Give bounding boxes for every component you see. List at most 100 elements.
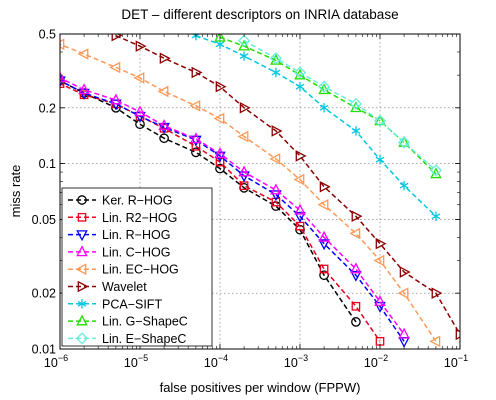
legend-label: Wavelet: [102, 280, 147, 294]
legend-label: PCA−SIFT: [102, 297, 162, 311]
data-point: [271, 67, 281, 78]
data-point: [269, 153, 281, 165]
x-tick-label: 10−5: [124, 353, 148, 370]
legend-box: [61, 187, 213, 347]
data-point: [295, 81, 305, 92]
series-9: [237, 34, 443, 177]
data-point: [134, 105, 146, 117]
data-point: [431, 211, 441, 221]
series-line: [60, 82, 381, 342]
series-line: [60, 43, 437, 342]
data-point: [375, 154, 385, 165]
data-point: [32, 61, 40, 69]
legend-entry: Lin. EC−HOG: [68, 263, 179, 277]
ticks: [59, 33, 461, 350]
legend-label: Lin. E−ShapeC: [102, 332, 186, 346]
y-tick-label: 0.02: [32, 287, 56, 301]
data-point: [349, 227, 361, 240]
data-point: [78, 83, 90, 95]
series-group: [31, 34, 460, 348]
x-tick-label: 10−2: [364, 353, 388, 370]
y-tick-label: 0.2: [39, 101, 56, 115]
data-point: [429, 335, 441, 348]
data-point: [31, 62, 40, 71]
data-point: [191, 147, 201, 158]
legend-entry: Lin. C−HOG: [68, 245, 170, 259]
data-point: [190, 132, 202, 144]
data-point: [133, 72, 145, 84]
y-axis-label: miss rate: [8, 165, 23, 218]
data-point: [319, 180, 331, 193]
data-point: [398, 327, 410, 339]
legend-label: Lin. R−HOG: [102, 228, 170, 242]
data-point: [351, 301, 361, 311]
x-tick-label: 10−1: [444, 353, 468, 370]
legend-label: Ker. R−HOG: [102, 194, 173, 208]
data-point: [319, 103, 329, 113]
x-axis-label: false positives per window (FPPW): [160, 380, 361, 395]
data-point: [214, 34, 226, 42]
data-point: [397, 287, 409, 299]
legend-entry: PCA−SIFT: [68, 297, 162, 311]
data-point: [77, 48, 89, 60]
data-point: [295, 150, 307, 162]
legend-entry: Ker. R−HOG: [68, 194, 173, 208]
data-point: [158, 122, 170, 134]
legend-marker: [76, 314, 88, 326]
data-point: [294, 203, 306, 215]
series-6: [111, 34, 460, 341]
data-point: [399, 266, 411, 278]
data-point: [60, 71, 66, 83]
data-point: [157, 85, 169, 98]
data-point: [293, 66, 307, 79]
data-point: [189, 100, 201, 112]
data-point: [429, 164, 443, 177]
data-point: [397, 136, 411, 149]
data-point: [270, 190, 282, 202]
data-point: [318, 230, 330, 242]
legend-label: Lin. C−HOG: [102, 245, 170, 259]
legend-marker: [76, 230, 88, 242]
legend-label: Lin. R2−HOG: [102, 211, 177, 225]
data-point: [375, 237, 387, 250]
data-point: [110, 99, 122, 111]
data-point: [237, 130, 249, 143]
data-point: [60, 38, 65, 51]
data-point: [349, 97, 363, 110]
legend-marker: [77, 280, 89, 293]
data-point: [293, 173, 305, 186]
data-point: [214, 151, 226, 163]
data-point: [159, 52, 171, 65]
data-point: [238, 39, 250, 51]
legend-entry: Lin. E−ShapeC: [68, 332, 186, 346]
data-point: [399, 180, 409, 191]
series-line: [195, 34, 437, 217]
data-point: [319, 264, 329, 274]
series-5: [60, 38, 441, 348]
series-line: [243, 40, 437, 171]
data-point: [351, 126, 361, 136]
legend-marker: [77, 299, 87, 309]
data-point: [158, 119, 170, 131]
data-point: [31, 66, 40, 75]
series-4: [31, 62, 410, 339]
data-point: [109, 61, 121, 74]
data-point: [351, 210, 363, 223]
data-point: [318, 239, 330, 251]
legend: Ker. R−HOG Lin. R2−HOG Lin. R−HOG Lin. C−HO…: [61, 187, 213, 347]
data-point: [269, 52, 283, 65]
legend-entry: Lin. R−HOG: [68, 228, 170, 242]
data-point: [270, 183, 282, 195]
chart-title: DET – different descriptors on INRIA dat…: [121, 7, 398, 22]
data-point: [111, 34, 123, 42]
x-tick-label: 10−4: [204, 353, 228, 370]
data-point: [351, 317, 361, 327]
series-line: [60, 79, 405, 342]
data-point: [350, 270, 362, 282]
x-tick-label: 10−3: [284, 353, 308, 370]
data-point: [237, 34, 251, 47]
data-point: [319, 270, 329, 281]
y-tick-labels: 0.01 0.02 0.05 0.1 0.2 0.5: [32, 28, 56, 357]
x-tick-label: 10−6: [44, 353, 68, 370]
